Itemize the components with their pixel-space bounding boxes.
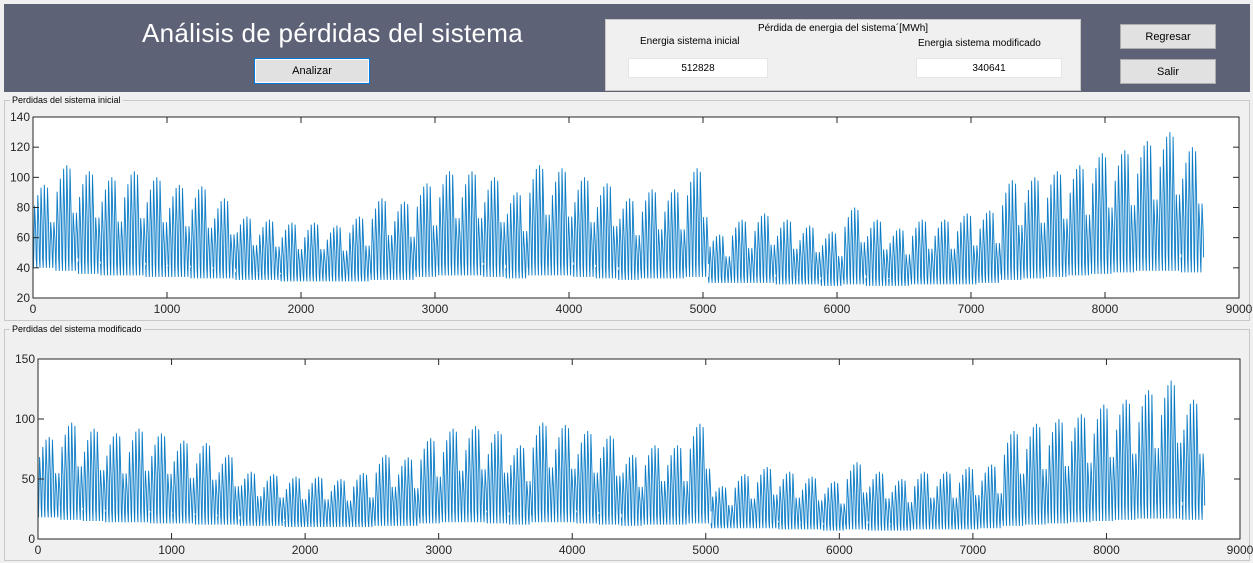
x-tick-label: 4000: [556, 302, 583, 316]
x-tick-label: 2000: [292, 543, 319, 557]
initial-energy-label: Energia sistema inicial: [640, 36, 740, 47]
series-group: [37, 380, 1206, 531]
x-tick-label: 9000: [1226, 302, 1253, 316]
y-tick-label: 150: [15, 352, 35, 366]
plot-border: [37, 358, 1241, 540]
y-tick-label: 80: [17, 201, 31, 215]
exit-button[interactable]: Salir: [1120, 59, 1216, 84]
x-tick-label: 0: [35, 543, 42, 557]
analyze-button[interactable]: Analizar: [254, 58, 370, 84]
y-tick-label: 40: [17, 261, 31, 275]
y-tick-label: 100: [10, 170, 30, 184]
modified-losses-panel: Perdidas del sistema modificado: [4, 324, 1250, 561]
x-tick-label: 5000: [692, 543, 719, 557]
energy-panel-title: Pérdida de energia del sistema´[MWh]: [757, 23, 929, 34]
y-tick-label: 100: [15, 412, 35, 426]
modified-energy-field[interactable]: 340641: [916, 58, 1062, 78]
x-tick-label: 7000: [958, 302, 985, 316]
modified-losses-panel-title: Perdidas del sistema modificado: [10, 324, 144, 335]
y-tick-label: 20: [17, 291, 31, 305]
energy-loss-panel: Pérdida de energia del sistema´[MWh] Ene…: [605, 19, 1081, 91]
y-tick-label: 140: [10, 110, 30, 124]
x-tick-label: 2000: [288, 302, 315, 316]
x-tick-label: 3000: [425, 543, 452, 557]
y-tick-label: 50: [22, 472, 36, 486]
x-tick-label: 6000: [826, 543, 853, 557]
initial-losses-panel-title: Perdidas del sistema inicial: [10, 95, 123, 106]
app-title: Análisis de pérdidas del sistema: [142, 18, 524, 48]
app-header: Análisis de pérdidas del sistema Analiza…: [4, 4, 1250, 92]
y-tick-label: 120: [10, 140, 30, 154]
back-button[interactable]: Regresar: [1120, 24, 1216, 49]
x-tick-label: 1000: [154, 302, 181, 316]
series-line-dark: [32, 132, 1204, 286]
x-tick-label: 5000: [690, 302, 717, 316]
initial-energy-field[interactable]: 512828: [628, 58, 768, 78]
y-tick-label: 60: [17, 231, 31, 245]
modified-energy-label: Energia sistema modificado: [918, 38, 1041, 49]
series-line-dark: [37, 380, 1205, 531]
initial-losses-chart: 0 1000 2000 3000 4000 5000 6000 7000 8000 9000 20 4…: [10, 110, 1253, 316]
x-tick-label: 3000: [422, 302, 449, 316]
series-group: [32, 132, 1205, 286]
x-tick-label: 9000: [1227, 543, 1253, 557]
initial-losses-panel: Perdidas del sistema inicial: [4, 95, 1250, 321]
x-tick-label: 7000: [960, 543, 987, 557]
y-tick-label: 0: [28, 532, 35, 546]
x-tick-label: 8000: [1093, 543, 1120, 557]
modified-losses-chart: 0 1000 2000 3000 4000 5000 6000 7000 8000 9000 0 50…: [15, 352, 1253, 557]
x-tick-label: 4000: [559, 543, 586, 557]
x-tick-label: 8000: [1092, 302, 1119, 316]
x-tick-label: 1000: [158, 543, 185, 557]
x-tick-label: 0: [30, 302, 37, 316]
x-tick-label: 6000: [824, 302, 851, 316]
